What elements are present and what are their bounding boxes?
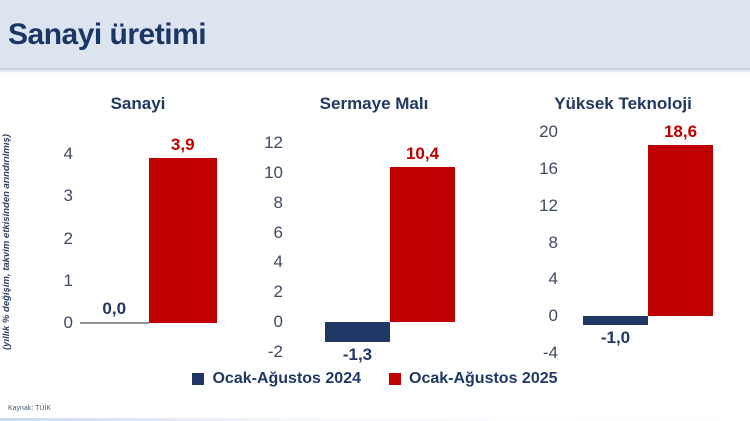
header-band xyxy=(0,0,750,69)
y-tick-label: 2 xyxy=(63,228,73,248)
bar-value-label: 18,6 xyxy=(663,121,698,141)
y-tick-label: 0 xyxy=(548,306,558,326)
chart-title-2: Sermaye Malı xyxy=(319,94,429,113)
y-tick-label: 12 xyxy=(264,133,283,152)
y-tick-label: 12 xyxy=(539,195,558,215)
legend-item-2025: Ocak-Ağustos 2025 xyxy=(389,370,558,388)
y-tick-label: 0 xyxy=(63,313,73,332)
bar-Ocak-Ağustos 2024 xyxy=(583,316,648,326)
y-tick-label: 4 xyxy=(548,269,558,289)
bar-value-label: 0,0 xyxy=(102,299,127,318)
y-tick-label: -4 xyxy=(542,343,558,362)
bar-Ocak-Ağustos 2025 xyxy=(148,158,217,323)
bar-Ocak-Ağustos 2025 xyxy=(390,166,455,323)
chart-legend: Ocak-Ağustos 2024 Ocak-Ağustos 2025 xyxy=(0,368,750,390)
legend-label-2024: Ocak-Ağustos 2024 xyxy=(212,370,361,387)
y-tick-label: 3 xyxy=(63,186,73,206)
y-tick-label: 10 xyxy=(264,162,283,182)
legend-swatch-2025-icon xyxy=(389,373,401,385)
y-tick-label: 20 xyxy=(539,122,558,141)
footer-accent-bar xyxy=(0,418,750,421)
y-tick-label: 8 xyxy=(548,232,558,252)
y-tick-label: 0 xyxy=(273,312,283,332)
legend-label-2025: Ocak-Ağustos 2025 xyxy=(409,370,558,387)
bar-Ocak-Ağustos 2024 xyxy=(325,322,390,342)
header-shadow xyxy=(0,69,750,73)
y-tick-label: 16 xyxy=(539,158,558,178)
source-note: Kaynak: TÜİK xyxy=(8,405,52,412)
y-tick-label: 2 xyxy=(273,282,283,302)
bar-value-label: -1,0 xyxy=(600,328,631,348)
y-tick-label: 4 xyxy=(273,252,283,272)
chart-title-3: Yüksek Teknoloji xyxy=(554,94,692,113)
bar-zero-line-Ocak-Ağustos 2024 xyxy=(80,322,149,324)
legend-item-2024: Ocak-Ağustos 2024 xyxy=(192,370,361,388)
bar-value-label: 3,9 xyxy=(170,135,195,155)
chart-title-1: Sanayi xyxy=(110,94,166,113)
page-title: Sanayi üretimi xyxy=(8,18,207,51)
y-tick-label: -2 xyxy=(267,342,283,361)
bar-Ocak-Ağustos 2025 xyxy=(648,144,713,317)
y-tick-label: 6 xyxy=(273,222,283,242)
bar-value-label: 10,4 xyxy=(405,143,440,163)
y-tick-label: 8 xyxy=(273,192,283,212)
bar-value-label: -1,3 xyxy=(342,344,373,364)
legend-swatch-2024-icon xyxy=(192,373,205,385)
y-tick-label: 4 xyxy=(63,144,73,163)
y-tick-label: 1 xyxy=(63,270,73,290)
